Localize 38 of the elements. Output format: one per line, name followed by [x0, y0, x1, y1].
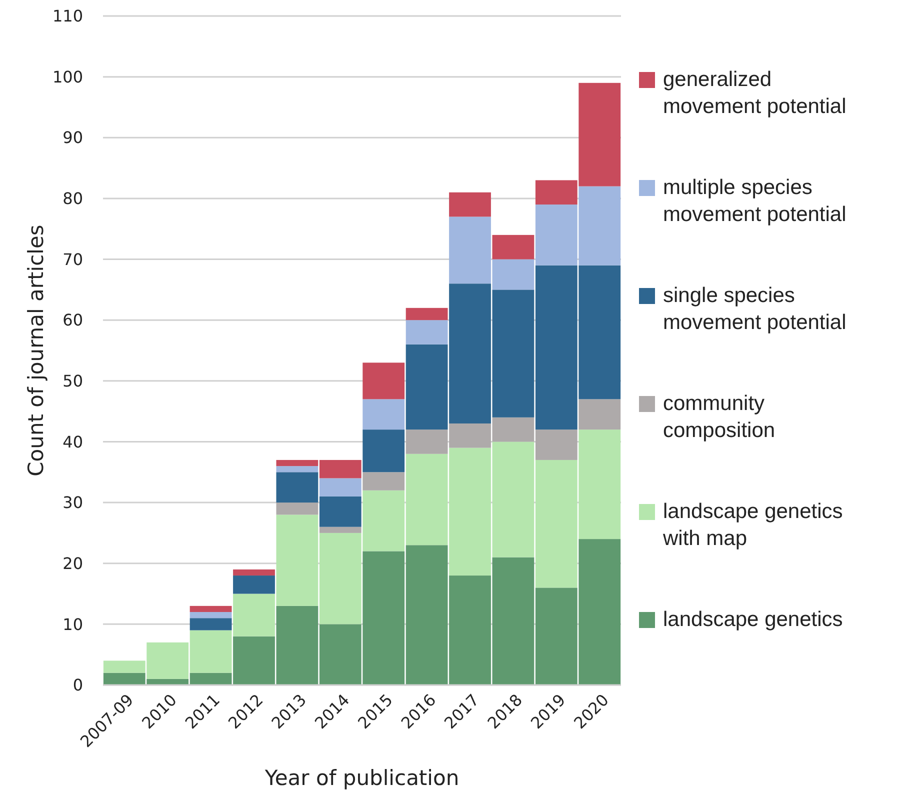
y-tick-label: 20 [62, 554, 83, 573]
bar [276, 466, 318, 472]
y-tick-label: 110 [52, 6, 83, 26]
y-tick-label: 40 [62, 432, 83, 452]
bar [233, 569, 275, 576]
y-tick-label: 100 [52, 67, 83, 86]
y-tick-label: 90 [62, 128, 83, 148]
bar [449, 192, 491, 217]
bar [362, 430, 405, 472]
bar [492, 234, 534, 260]
y-tick-label: 70 [62, 250, 83, 269]
y-tick-label: 60 [62, 310, 83, 330]
bar [319, 478, 362, 496]
bar [362, 362, 405, 400]
legend-label: community composition [663, 392, 776, 442]
y-axis-title: Count of journal articles [24, 224, 48, 476]
bar [578, 399, 621, 430]
bar [319, 526, 362, 533]
bar [276, 502, 318, 515]
y-tick-label: 80 [62, 189, 83, 208]
y-tick-label: 10 [62, 614, 83, 634]
bar [233, 576, 275, 594]
y-tick-label: 0 [72, 676, 83, 695]
bar [406, 308, 448, 320]
legend-label: multiple species movement potential [663, 176, 846, 226]
x-axis-title: Year of publication [264, 766, 460, 790]
legend-label: generalized movement potential [663, 68, 846, 118]
y-tick-label: 50 [62, 372, 83, 391]
bar [190, 606, 232, 612]
y-tick-label: 30 [62, 493, 83, 512]
bar [362, 399, 405, 430]
legend-label: landscape genetics [663, 608, 843, 631]
bar [190, 612, 232, 618]
legend-label: landscape genetics with map [662, 500, 843, 550]
bar [406, 320, 448, 344]
bar [362, 472, 405, 490]
legend-label: single species movement potential [663, 284, 846, 334]
bar [190, 618, 232, 630]
